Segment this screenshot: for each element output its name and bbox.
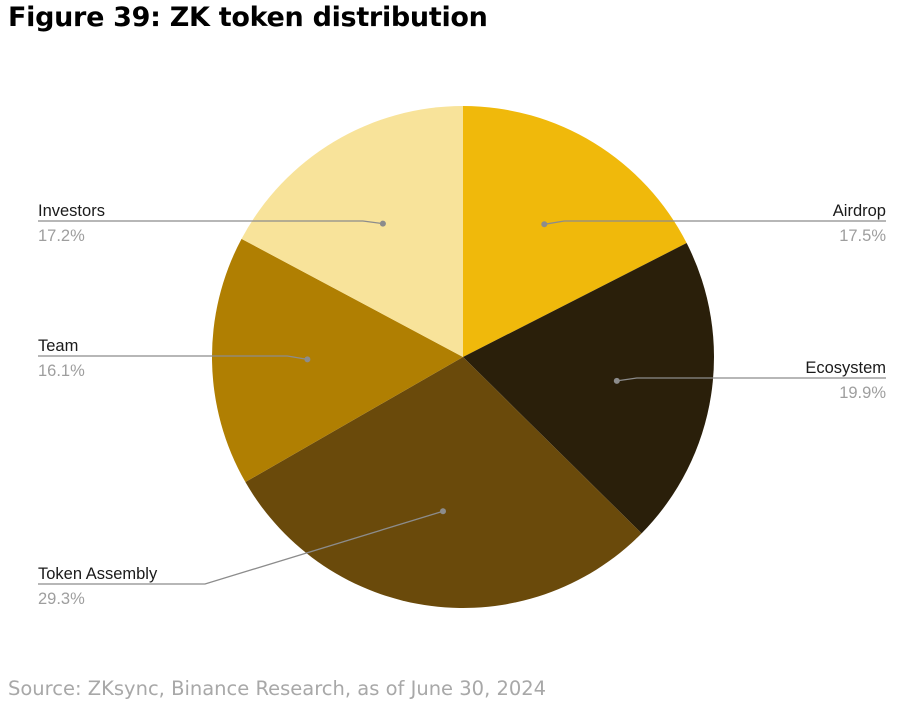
pie-slice-team — [212, 238, 463, 483]
pie-slice-airdrop — [463, 106, 687, 357]
leader-line-ecosystem — [616, 377, 886, 382]
pie-slice-token-assembly — [245, 357, 642, 609]
leader-dot-token-assembly — [440, 508, 446, 515]
leader-line-airdrop — [544, 220, 886, 225]
leader-lines — [38, 220, 886, 585]
slice-label-investors: Investors — [38, 202, 105, 220]
leader-line-investors — [38, 220, 383, 225]
pie-chart: Airdrop 17.5% Ecosystem 19.9% Token Assembly… — [38, 106, 886, 609]
slice-label-team: Team — [38, 337, 78, 355]
leader-line-token-assembly — [38, 510, 444, 585]
pie-slice-investors — [241, 106, 463, 357]
slice-value-airdrop: 17.5% — [839, 227, 886, 245]
slice-label-airdrop: Airdrop — [833, 202, 886, 220]
leader-dot-airdrop — [541, 221, 548, 228]
slice-label-ecosystem: Ecosystem — [805, 359, 886, 377]
chart-title: Figure 39: ZK token distribution — [8, 2, 488, 33]
slice-labels: Airdrop 17.5% Ecosystem 19.9% Token Assembly… — [38, 202, 886, 608]
leader-dot-ecosystem — [613, 377, 620, 384]
slice-value-investors: 17.2% — [38, 227, 85, 245]
slice-value-token-assembly: 29.3% — [38, 590, 85, 608]
leader-dot-investors — [379, 220, 386, 227]
pie-slice-ecosystem — [463, 243, 715, 534]
leader-line-team — [38, 355, 308, 361]
source-note: Source: ZKsync, Binance Research, as of … — [8, 677, 547, 700]
slice-value-ecosystem: 19.9% — [839, 384, 886, 402]
slice-value-team: 16.1% — [38, 362, 85, 380]
pie-slices — [212, 106, 715, 609]
slice-label-token-assembly: Token Assembly — [38, 565, 158, 583]
leader-dot-team — [304, 356, 311, 363]
